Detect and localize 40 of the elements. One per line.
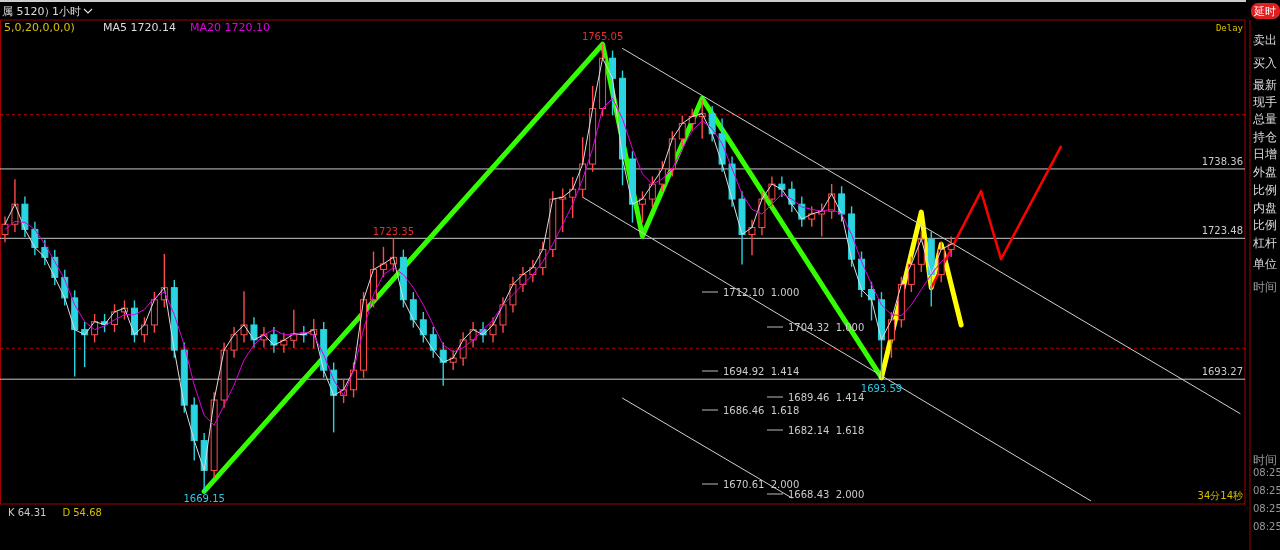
annotation: 34分14秒 (1197, 490, 1243, 501)
text: 时间 (1253, 280, 1277, 294)
text: MA20 1720.10 (190, 21, 270, 34)
text: 最新 (1253, 78, 1277, 92)
text: 总量 (1252, 112, 1277, 126)
text: 现手 (1253, 95, 1277, 109)
text: 日增 (1253, 147, 1277, 161)
text: MA5 1720.14 (103, 21, 176, 34)
text: 时间 (1253, 453, 1277, 467)
text: 比例 (1253, 218, 1277, 232)
text: 延时 (1253, 5, 1276, 18)
legend-title: 5,0,20,0,0,0) (4, 21, 75, 34)
text: 单位 (1253, 257, 1277, 271)
text: 08:25 (1253, 485, 1280, 496)
text: 杠杆 (1252, 236, 1277, 250)
annotation: 1694.92 1.414 (723, 366, 800, 377)
annotation: 1765.05 (581, 31, 624, 43)
annotation: Delay (1215, 23, 1244, 33)
annotation: 1723.35 (372, 225, 415, 237)
text: 比例 (1253, 183, 1277, 197)
text: 08:25 (1253, 521, 1280, 532)
ref-line-label: 1738.36 (1201, 155, 1243, 167)
annotation: 1668.43 2.000 (788, 489, 865, 500)
ref-line-label: 1723.48 (1201, 225, 1243, 237)
ref-line-label: 1693.27 (1201, 366, 1243, 378)
annotation: 1689.46 1.414 (788, 392, 865, 403)
text: 内盘 (1253, 201, 1277, 215)
text: 买入 (1253, 56, 1277, 70)
text: 持仓 (1253, 130, 1277, 144)
annotation: 1669.15 (183, 493, 225, 504)
text: 卖出 (1253, 33, 1277, 47)
text: 08:25 (1253, 467, 1280, 478)
annotation: 1682.14 1.618 (788, 425, 865, 436)
annotation: 1693.59 (860, 382, 903, 394)
text: 外盘 (1253, 165, 1277, 179)
annotation: 1686.46 1.618 (723, 405, 800, 416)
text: 08:25 (1253, 503, 1280, 514)
annotation: 1670.61 2.000 (723, 479, 800, 490)
text: K 64.31 (8, 507, 47, 518)
text: D 54.68 (62, 507, 102, 518)
